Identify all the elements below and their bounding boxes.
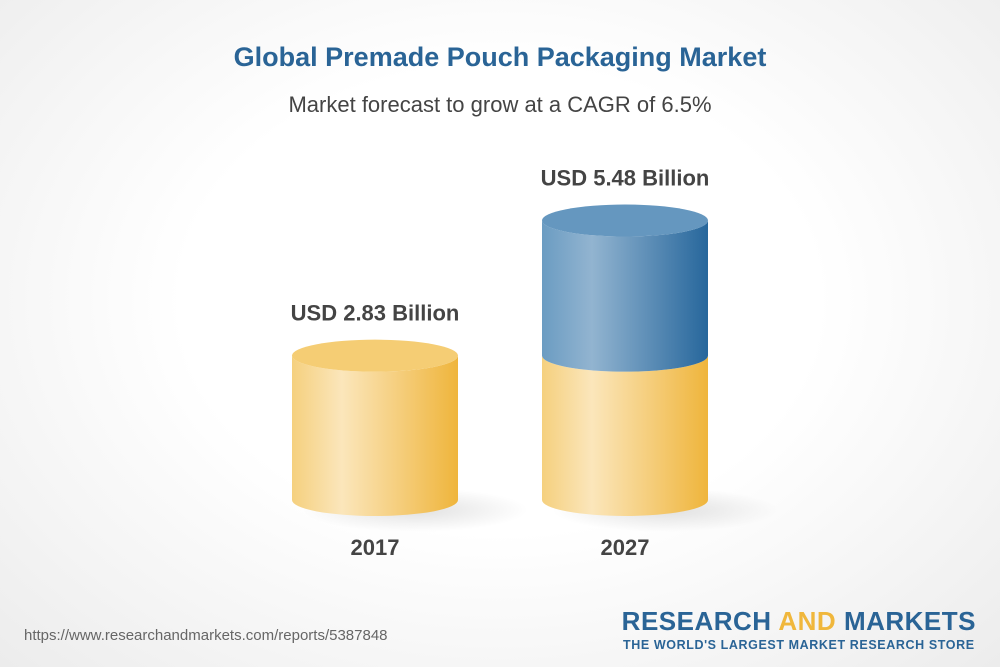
logo-word: RESEARCH [621, 606, 772, 636]
cylinder-top [542, 204, 708, 237]
logo-word: MARKETS [843, 606, 976, 636]
cylinder-body-base [292, 355, 458, 516]
cylinder-body-growth [542, 220, 708, 372]
logo-word: AND [778, 606, 837, 636]
category-label: 2027 [601, 535, 650, 560]
chart-title: Global Premade Pouch Packaging Market [233, 42, 767, 72]
data-label: USD 2.83 Billion [291, 301, 460, 326]
data-label: USD 5.48 Billion [541, 166, 710, 191]
source-url[interactable]: https://www.researchandmarkets.com/repor… [24, 627, 388, 644]
category-label: 2017 [351, 535, 400, 560]
logo-tagline: THE WORLD'S LARGEST MARKET RESEARCH STOR… [623, 638, 975, 652]
cylinder-top [292, 339, 458, 372]
research-and-markets-logo: RESEARCH AND MARKETS THE WORLD'S LARGEST… [622, 606, 976, 652]
chart-subtitle: Market forecast to grow at a CAGR of 6.5… [288, 92, 712, 117]
cylinder-body-base [542, 355, 708, 516]
